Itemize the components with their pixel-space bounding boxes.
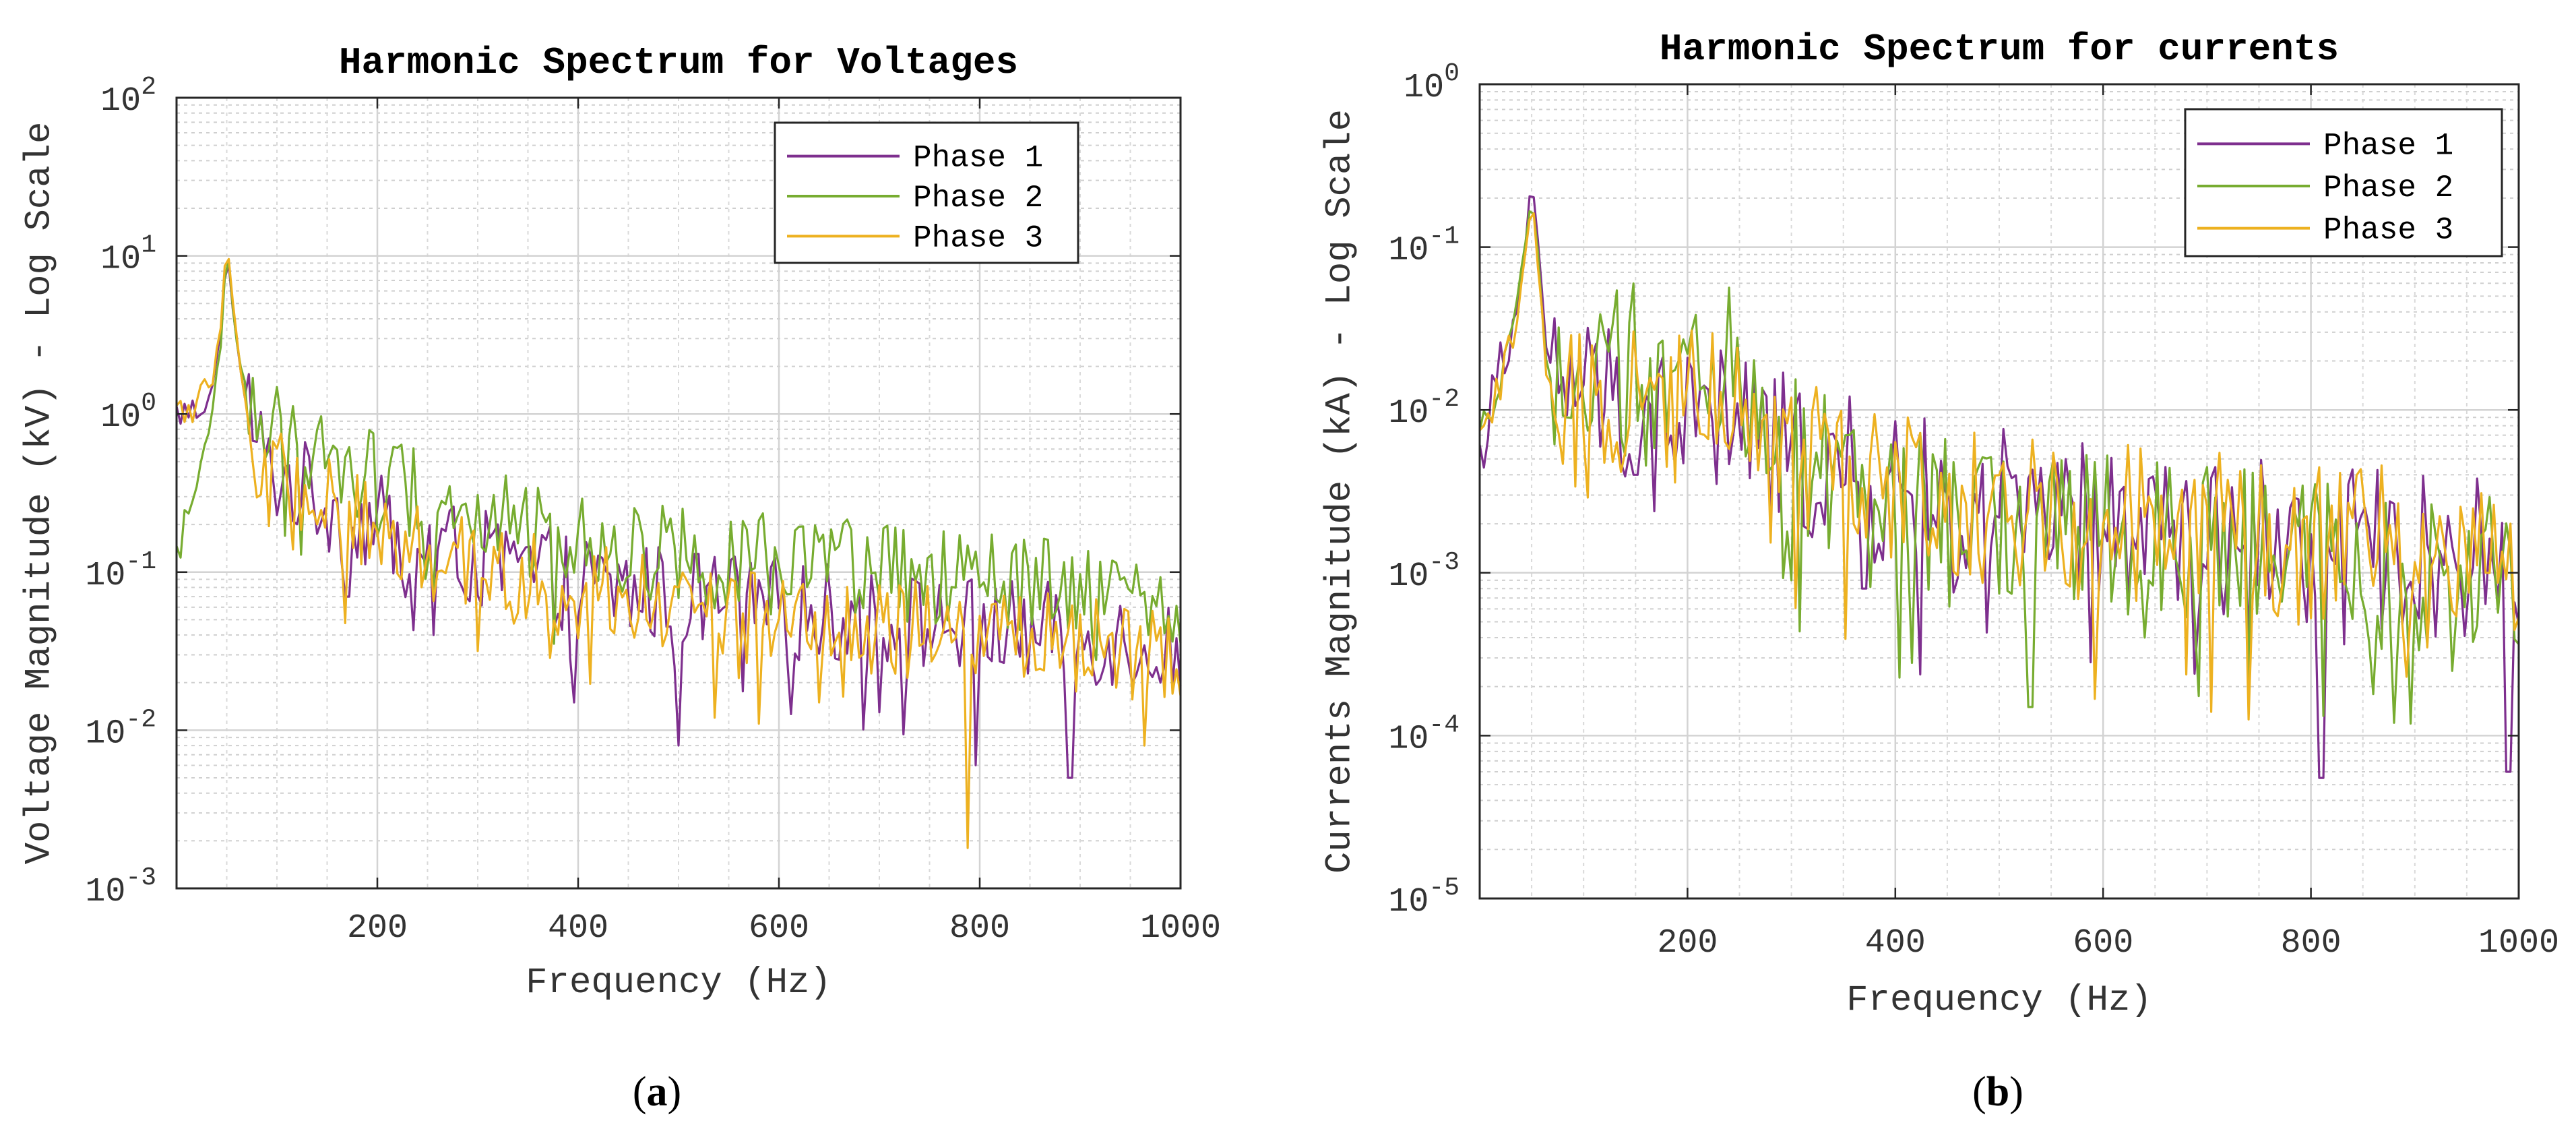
legend: Phase 1 Phase 2 Phase 3 bbox=[774, 121, 1079, 264]
y-tick-label: 10-4 bbox=[1388, 710, 1459, 758]
y-axis-label: Currents Magnitude (kA) - Log Scale bbox=[1319, 109, 1360, 874]
series-line-phase-3 bbox=[175, 257, 1182, 849]
legend-box bbox=[2184, 108, 2503, 257]
panel-caption: (a) bbox=[633, 1069, 681, 1115]
y-tick-labels: 10-5 10-4 10-3 10-2 10-1 100 bbox=[1388, 59, 2519, 921]
x-tick-label: 1000 bbox=[1140, 909, 1221, 948]
series-line-phase-2 bbox=[175, 258, 1182, 661]
series-lines bbox=[175, 257, 1182, 849]
y-tick-label: 10-2 bbox=[85, 705, 156, 753]
legend-label-phase-2: Phase 2 bbox=[913, 181, 1043, 216]
series-lines bbox=[1478, 195, 2520, 779]
y-axis-label: Voltage Magnitude (kV) - Log Scale bbox=[19, 122, 60, 865]
y-tick-label: 10-2 bbox=[1388, 385, 1459, 433]
y-tick-label: 100 bbox=[1404, 59, 1459, 107]
x-tick-labels: 200 400 600 800 1000 bbox=[347, 98, 1221, 948]
y-tick-label: 10-1 bbox=[1388, 222, 1459, 270]
legend: Phase 1 Phase 2 Phase 3 bbox=[2184, 108, 2503, 257]
series-line-phase-1 bbox=[1478, 195, 2520, 779]
y-tick-label: 10-3 bbox=[85, 863, 156, 911]
y-tick-label: 102 bbox=[100, 73, 156, 121]
current-chart-panel: 200 400 600 800 1000 10-5 10-4 10-3 10-2 10-1 100… bbox=[1319, 28, 2559, 1115]
x-tick-label: 600 bbox=[749, 909, 809, 948]
legend-label-phase-2: Phase 2 bbox=[2323, 171, 2453, 206]
y-tick-label: 101 bbox=[100, 231, 156, 279]
x-tick-label: 400 bbox=[548, 909, 608, 948]
x-tick-label: 800 bbox=[2281, 924, 2342, 963]
x-tick-label: 200 bbox=[1657, 924, 1718, 963]
panel-caption: (b) bbox=[1972, 1069, 2023, 1115]
legend-label-phase-3: Phase 3 bbox=[913, 220, 1043, 255]
x-tick-labels: 200 400 600 800 1000 bbox=[1657, 84, 2559, 963]
series-line-phase-3 bbox=[1478, 212, 2520, 721]
x-axis-label: Frequency (Hz) bbox=[1846, 980, 2152, 1021]
y-tick-label: 100 bbox=[100, 389, 156, 437]
x-tick-label: 200 bbox=[347, 909, 408, 948]
x-tick-label: 1000 bbox=[2478, 924, 2559, 963]
y-tick-label: 10-1 bbox=[85, 547, 156, 595]
chart-title: Harmonic Spectrum for currents bbox=[1660, 28, 2339, 71]
y-tick-label: 10-5 bbox=[1388, 874, 1459, 921]
x-tick-label: 400 bbox=[1865, 924, 1926, 963]
x-tick-label: 800 bbox=[949, 909, 1010, 948]
legend-label-phase-3: Phase 3 bbox=[2323, 213, 2453, 248]
plot-frame bbox=[1478, 83, 2520, 900]
voltage-chart-panel: 200 400 600 800 1000 10-3 10-2 10-1 100 101 102 H… bbox=[19, 41, 1221, 1115]
y-tick-labels: 10-3 10-2 10-1 100 101 102 bbox=[85, 73, 1181, 911]
x-tick-label: 600 bbox=[2073, 924, 2133, 963]
legend-label-phase-1: Phase 1 bbox=[2323, 128, 2453, 163]
chart-title: Harmonic Spectrum for Voltages bbox=[339, 41, 1018, 84]
legend-box bbox=[774, 121, 1079, 264]
series-line-phase-2 bbox=[1478, 210, 2520, 725]
y-tick-label: 10-3 bbox=[1388, 548, 1459, 596]
x-axis-label: Frequency (Hz) bbox=[526, 963, 831, 1004]
legend-label-phase-1: Phase 1 bbox=[913, 141, 1043, 176]
plot-frame bbox=[175, 96, 1182, 890]
